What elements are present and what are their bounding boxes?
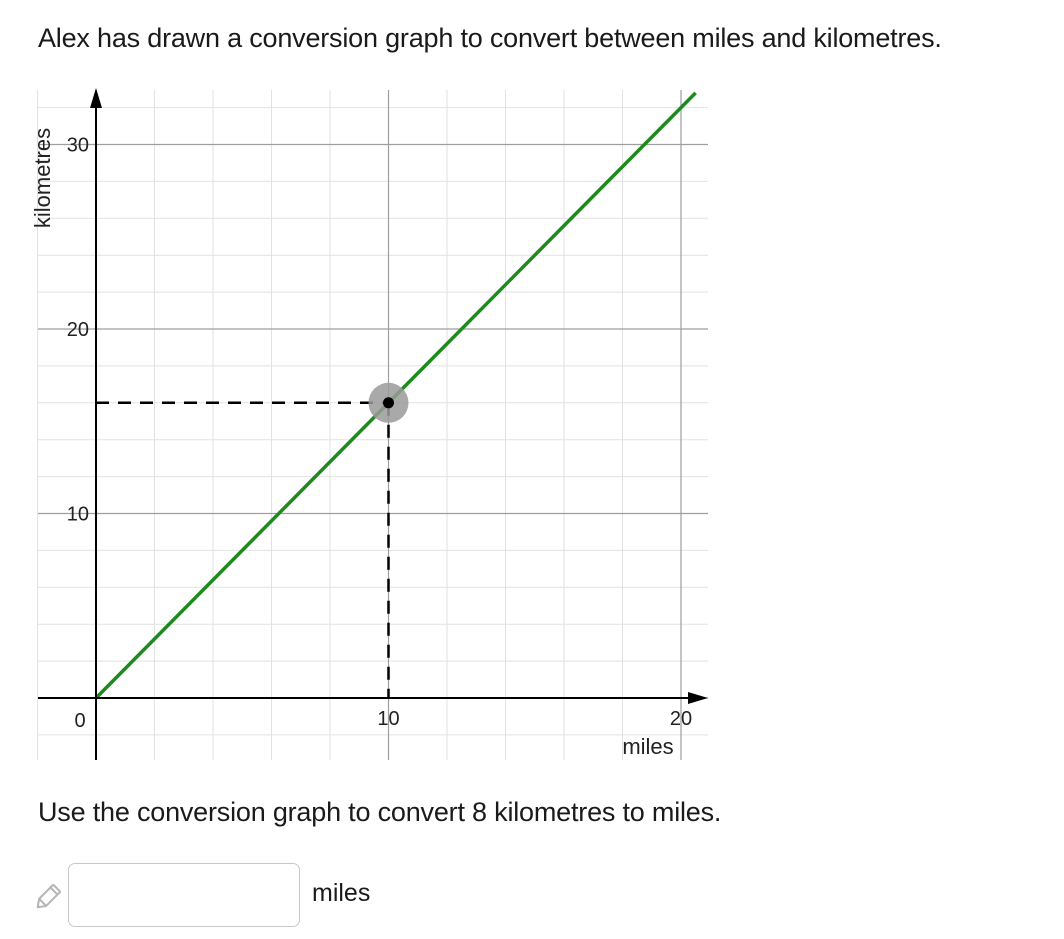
x-axis-title: miles	[622, 734, 673, 759]
conversion-graph: 0 10 20 10 20 30 miles kilometres	[30, 88, 708, 760]
y-axis-arrow	[90, 88, 102, 108]
tick-labels: 0 10 20 10 20 30	[67, 135, 692, 733]
highlight-point	[383, 397, 394, 409]
question-prompt: Use the conversion graph to convert 8 ki…	[38, 797, 722, 827]
y-tick-label: 10	[67, 504, 89, 526]
y-tick-label: 30	[67, 135, 89, 157]
answer-input[interactable]	[68, 863, 300, 927]
unit-label: miles	[312, 879, 371, 907]
x-tick-label: 20	[670, 708, 692, 730]
axes	[38, 88, 708, 760]
reading-guides	[96, 401, 390, 698]
origin-tick-label: 0	[74, 710, 85, 732]
question-intro: Alex has drawn a conversion graph to con…	[38, 23, 942, 53]
x-axis-arrow	[688, 692, 708, 704]
pencil-icon	[36, 884, 61, 909]
x-tick-label: 10	[377, 708, 399, 730]
minor-gridlines	[37, 90, 708, 760]
y-tick-label: 20	[67, 319, 89, 341]
y-axis-title: kilometres	[30, 128, 55, 228]
major-gridlines	[38, 90, 708, 760]
series-layer	[94, 91, 697, 700]
